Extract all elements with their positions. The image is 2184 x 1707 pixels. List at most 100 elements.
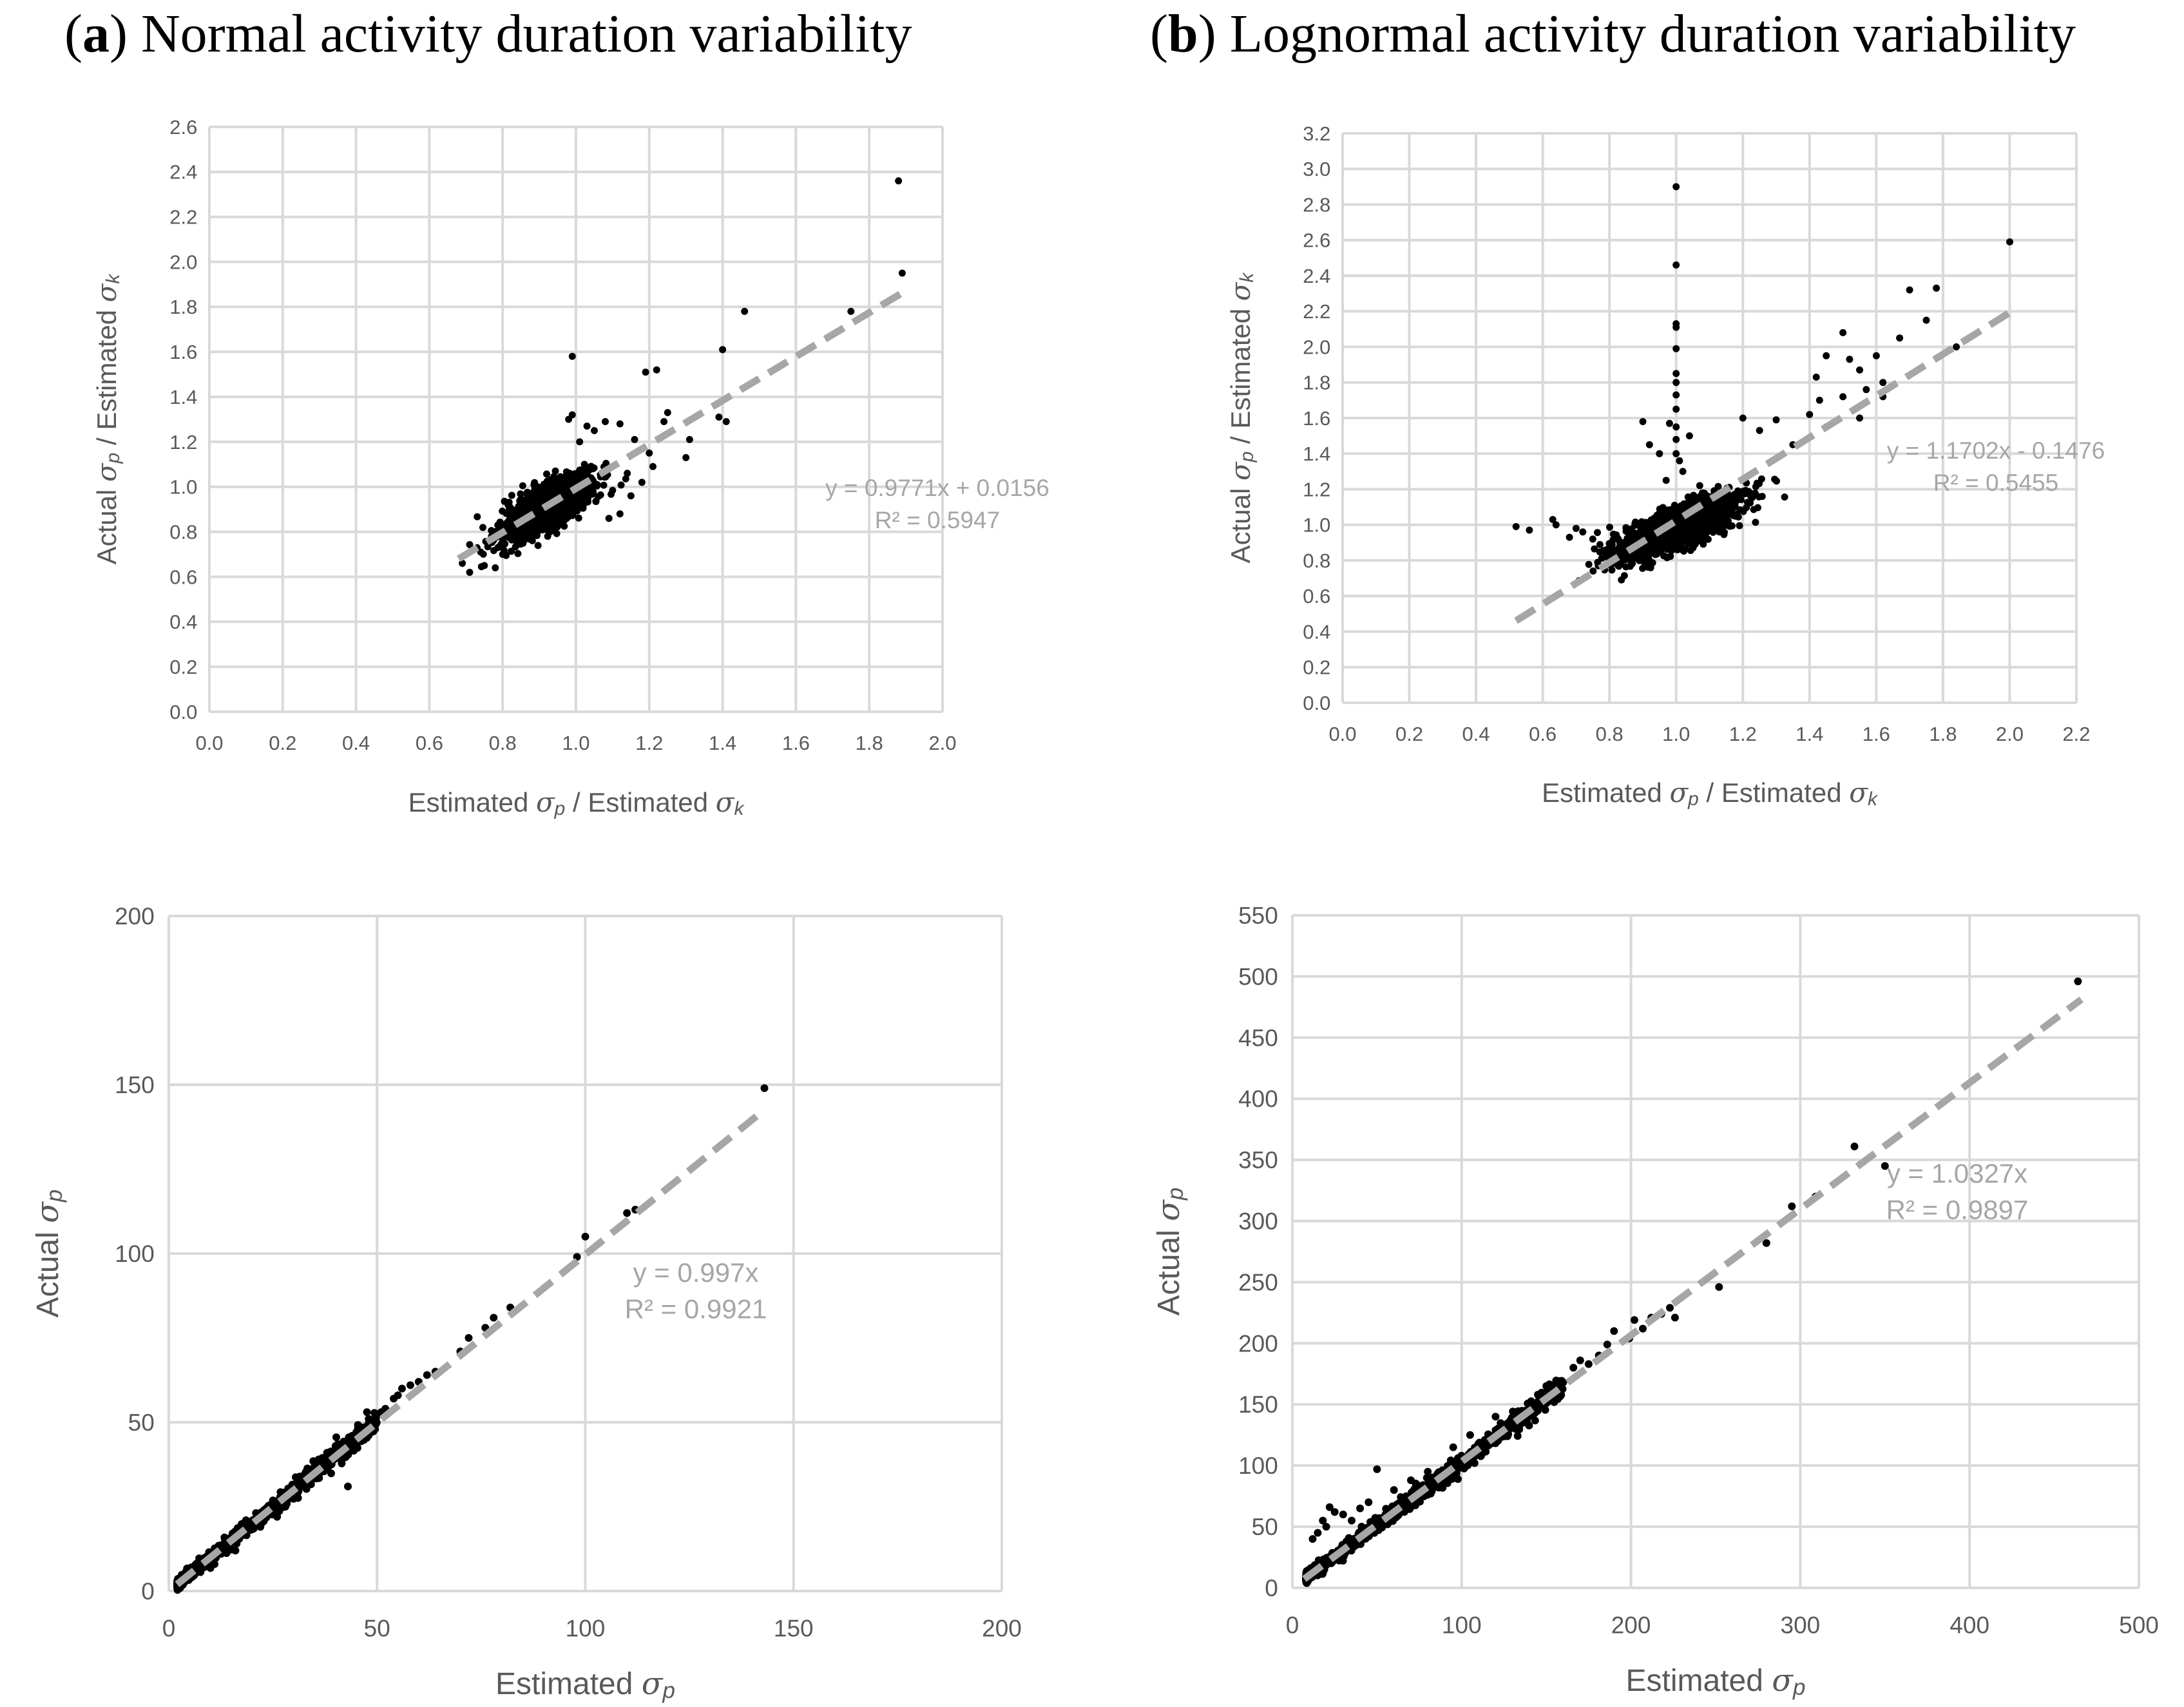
x-axis-label: Estimated σp / Estimated σk xyxy=(408,787,745,819)
y-tick-label: 0.8 xyxy=(1303,549,1330,572)
data-point-outlier xyxy=(1856,414,1863,422)
data-point xyxy=(1422,1474,1431,1482)
y-tick-label: 50 xyxy=(1252,1514,1278,1540)
x-tick-label: 500 xyxy=(2119,1612,2159,1638)
chart-lognormal-sigma: 0 100 200 300 400 500050100150200250300350400… xyxy=(1151,902,2159,1700)
y-tick-label: 2.2 xyxy=(1303,300,1330,323)
data-point xyxy=(533,484,541,491)
data-point-outlier xyxy=(1856,366,1863,374)
data-point xyxy=(1739,508,1747,515)
data-point xyxy=(1666,544,1674,551)
y-tick-label: 1.6 xyxy=(169,341,197,363)
data-point-outlier xyxy=(576,438,584,446)
data-point xyxy=(1733,510,1741,518)
data-point xyxy=(1758,475,1765,483)
x-tick-label: 2.2 xyxy=(2062,723,2090,745)
data-point-outlier xyxy=(847,307,855,315)
data-point-outlier xyxy=(1679,468,1687,475)
y-tick-label: 250 xyxy=(1238,1269,1278,1295)
x-tick-label: 2.0 xyxy=(928,732,956,754)
data-point xyxy=(1738,496,1745,504)
data-point xyxy=(525,525,533,533)
data-point-outlier xyxy=(273,1512,282,1521)
panel-b-letter: b xyxy=(1168,4,1198,64)
data-point xyxy=(521,506,528,513)
data-point-outlier xyxy=(231,1547,240,1555)
data-point xyxy=(297,1475,305,1483)
data-point-outlier xyxy=(1953,343,1960,350)
y-tick-label: 200 xyxy=(1238,1330,1278,1357)
y-tick-label: 0.6 xyxy=(169,566,197,588)
data-point xyxy=(1694,513,1701,520)
x-tick-label: 0.6 xyxy=(416,732,443,754)
panel-a-title: (a) Normal activity duration variability xyxy=(64,4,912,64)
data-point xyxy=(338,1459,346,1467)
x-tick-label: 0 xyxy=(1286,1612,1299,1638)
data-point xyxy=(216,1541,225,1550)
x-tick-label: 100 xyxy=(566,1615,606,1641)
y-tick-label: 50 xyxy=(128,1409,155,1436)
data-point xyxy=(551,515,559,523)
trendline xyxy=(457,289,905,562)
x-axis-label: Estimated σp / Estimated σk xyxy=(1542,777,1879,810)
data-point xyxy=(1591,545,1598,553)
panel-a-letter: a xyxy=(82,4,110,64)
data-point xyxy=(1609,530,1617,538)
data-point xyxy=(1608,548,1616,555)
data-point xyxy=(1781,493,1788,501)
data-point-outlier xyxy=(1933,284,1940,292)
data-point-outlier xyxy=(490,1313,498,1322)
data-point-outlier xyxy=(465,1334,473,1342)
y-tick-label: 1.2 xyxy=(169,431,197,453)
x-axis-label: Estimated σp xyxy=(495,1666,675,1703)
data-point xyxy=(534,542,542,549)
x-tick-label: 300 xyxy=(1781,1612,1821,1638)
data-point xyxy=(588,464,596,472)
data-point-outlier xyxy=(649,463,656,470)
data-point xyxy=(508,491,515,499)
data-point-outlier xyxy=(466,569,474,576)
data-point-outlier xyxy=(1526,526,1533,534)
data-point-outlier xyxy=(568,411,576,419)
data-point xyxy=(1725,511,1732,519)
y-tick-label: 0 xyxy=(141,1578,155,1605)
data-point-outlier xyxy=(642,368,649,376)
x-tick-label: 1.2 xyxy=(635,732,663,754)
y-tick-label: 550 xyxy=(1238,902,1278,929)
data-point-outlier xyxy=(390,1395,398,1403)
data-point xyxy=(1732,499,1739,507)
data-point xyxy=(1674,535,1681,542)
data-point xyxy=(1700,540,1707,548)
data-point-outlier xyxy=(583,423,591,430)
data-point-outlier xyxy=(323,1449,331,1457)
data-point-outlier xyxy=(282,1503,289,1511)
x-axis-label: Estimated σp xyxy=(1626,1663,1806,1700)
x-tick-label: 0.0 xyxy=(195,732,223,754)
panel-b-title: (b) Lognormal activity duration variabil… xyxy=(1150,4,2076,64)
data-point-outlier xyxy=(715,414,723,421)
x-tick-label: 0.4 xyxy=(342,732,370,754)
data-point xyxy=(566,470,573,477)
data-point xyxy=(1676,524,1684,531)
data-point-outlier xyxy=(605,515,613,522)
data-point xyxy=(363,1408,371,1416)
data-point xyxy=(1714,482,1722,490)
data-point xyxy=(347,1444,356,1453)
data-point-outlier xyxy=(1656,450,1663,457)
y-tick-label: 1.6 xyxy=(1303,407,1330,430)
data-point xyxy=(1660,514,1667,522)
y-tick-label: 150 xyxy=(1238,1391,1278,1418)
data-point-outlier xyxy=(616,510,624,518)
data-point xyxy=(548,490,556,497)
data-point xyxy=(577,466,585,473)
data-point-outlier xyxy=(1806,411,1814,418)
data-point xyxy=(593,482,600,490)
data-point xyxy=(484,543,492,551)
x-tick-label: 400 xyxy=(1949,1612,1989,1638)
data-point xyxy=(501,540,509,548)
data-point-outlier xyxy=(1512,523,1520,530)
x-tick-label: 0.8 xyxy=(489,732,517,754)
data-point-outlier xyxy=(1566,533,1573,541)
data-point-outlier xyxy=(1815,396,1823,404)
data-point xyxy=(589,490,597,497)
